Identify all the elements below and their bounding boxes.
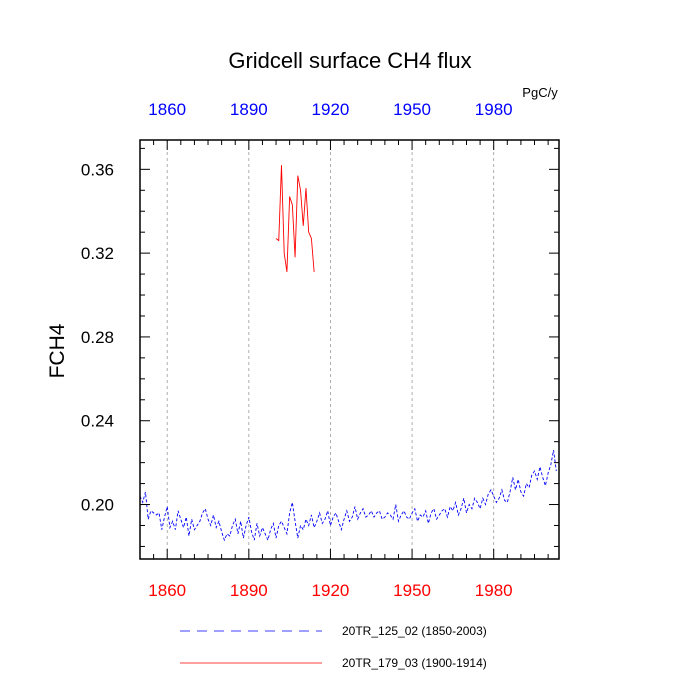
legend-label-2: 20TR_179_03 (1900-1914)	[342, 656, 487, 670]
y-tick-label: 0.36	[81, 160, 114, 179]
legend-label-1: 20TR_125_02 (1850-2003)	[342, 624, 487, 638]
series-line-1	[140, 449, 557, 542]
grid-lines	[166, 140, 495, 559]
plot-frame	[139, 139, 560, 560]
y-tick-label: 0.24	[81, 412, 114, 431]
y-tick-label: 0.28	[81, 328, 114, 347]
x-tick-label-top: 1890	[230, 100, 268, 119]
y-tick-label: 0.20	[81, 496, 114, 515]
x-tick-label-top: 1920	[312, 100, 350, 119]
tick-labels: 1860 1860 1890 1890 1920 1920 1950 1950 1980 1980…	[81, 100, 513, 600]
series-layer	[140, 165, 557, 542]
x-tick-label-top: 1950	[393, 100, 431, 119]
x-tick-label-bottom: 1920	[312, 581, 350, 600]
x-tick-label-top: 1860	[148, 100, 186, 119]
units-label: PgC/y	[522, 85, 558, 100]
y-axis-label: FCH4	[46, 323, 69, 378]
axis-ticks	[140, 140, 559, 559]
x-tick-label-bottom: 1950	[393, 581, 431, 600]
y-tick-label: 0.32	[81, 244, 114, 263]
legend: 20TR_125_02 (1850-2003) 20TR_179_03 (1900…	[180, 624, 487, 670]
x-tick-label-bottom: 1980	[475, 581, 513, 600]
x-tick-label-top: 1980	[475, 100, 513, 119]
x-tick-label-bottom: 1890	[230, 581, 268, 600]
chart-title: Gridcell surface CH4 flux	[228, 48, 471, 73]
series-line-2	[275, 165, 315, 273]
x-tick-label-bottom: 1860	[148, 581, 186, 600]
